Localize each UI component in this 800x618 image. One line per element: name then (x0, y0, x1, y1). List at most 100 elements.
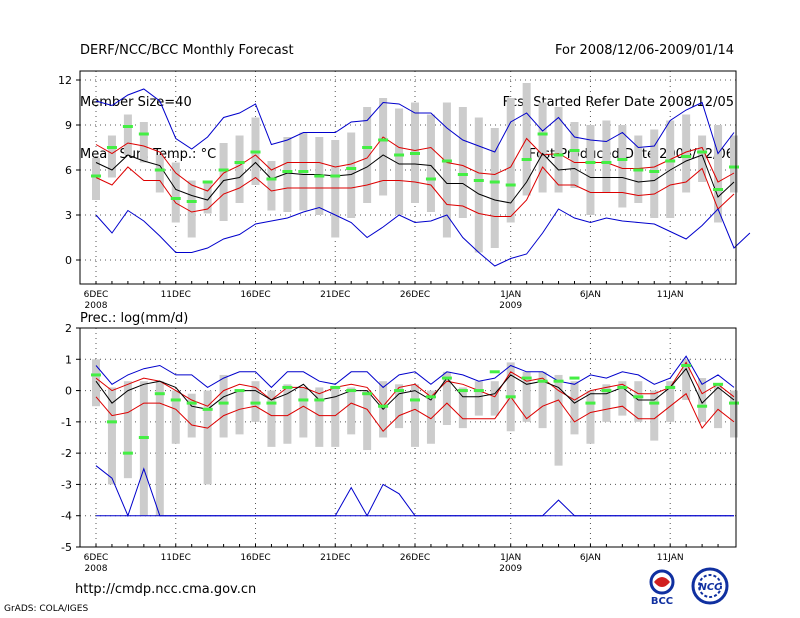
green-marker (378, 138, 389, 142)
green-marker (202, 407, 213, 411)
plot-frame (79, 327, 737, 548)
series-line-min (95, 206, 751, 267)
range-box (538, 102, 547, 193)
green-marker (266, 177, 277, 181)
green-marker (681, 364, 692, 368)
green-marker (154, 392, 165, 396)
green-marker (266, 401, 277, 405)
range-box (347, 387, 356, 435)
series-line-mean (95, 367, 735, 411)
range-box (123, 114, 132, 155)
x-tick-label: 16DEC (240, 553, 270, 563)
range-box (267, 161, 276, 211)
green-marker (537, 379, 548, 383)
range-box (474, 381, 483, 416)
range-box (442, 371, 451, 425)
green-marker (186, 200, 197, 203)
range-box (570, 122, 579, 188)
range-box (203, 182, 212, 214)
green-marker (170, 197, 181, 200)
y-tick-label: -1 (61, 416, 72, 429)
range-box (171, 390, 180, 444)
green-marker (394, 153, 405, 157)
series-line-mean (95, 152, 735, 204)
y-tick-label: 12 (58, 74, 72, 87)
range-box (187, 393, 196, 438)
green-marker (441, 159, 452, 163)
green-marker (665, 159, 676, 163)
green-marker (489, 180, 500, 184)
range-box (379, 98, 388, 196)
green-marker (170, 398, 181, 402)
green-marker (362, 146, 373, 149)
y-tick-label: -4 (61, 510, 72, 523)
green-marker (617, 158, 628, 161)
y-tick-label: 3 (65, 209, 72, 222)
range-box (411, 384, 419, 447)
green-marker (330, 385, 341, 389)
ncc-logo-text: NCC (698, 582, 722, 593)
series-line-upper (95, 136, 735, 192)
range-box (602, 384, 611, 422)
green-marker (633, 168, 644, 172)
range-box (634, 381, 643, 422)
series-line-max (95, 355, 735, 389)
green-marker (713, 382, 724, 386)
green-marker (250, 150, 261, 154)
range-box (682, 359, 691, 400)
green-marker (601, 161, 612, 164)
range-box (474, 117, 483, 253)
green-marker (362, 392, 373, 396)
range-box (426, 114, 435, 212)
green-marker (298, 170, 309, 173)
range-box (698, 135, 707, 182)
range-box (730, 135, 738, 193)
range-box (522, 371, 531, 422)
range-box (650, 129, 659, 218)
range-box (347, 132, 356, 218)
range-box (714, 384, 723, 429)
y-tick-label: -3 (61, 478, 72, 491)
range-box (251, 381, 260, 422)
green-marker (521, 158, 532, 161)
series-line-lower (95, 166, 735, 217)
green-marker (298, 398, 309, 402)
green-marker (649, 170, 660, 173)
green-marker (505, 395, 516, 399)
green-marker (346, 389, 357, 393)
x-tick-label: 6DEC (84, 553, 109, 563)
green-marker (234, 389, 245, 393)
green-marker (425, 177, 436, 181)
range-box (538, 371, 547, 429)
green-marker (441, 376, 452, 380)
series-line-upper (95, 361, 735, 407)
green-marker (91, 373, 101, 377)
range-box (618, 125, 627, 208)
green-marker (697, 404, 708, 408)
x-tick-label: 6DEC (84, 290, 109, 300)
x-tick-label: 11JAN (657, 553, 684, 563)
bcc-logo-text: BCC (651, 596, 673, 606)
range-box (331, 140, 340, 238)
range-box (107, 387, 116, 485)
x-tick-label: 26DEC (400, 553, 430, 563)
green-marker (218, 168, 229, 172)
green-marker (681, 155, 692, 158)
green-marker (697, 150, 708, 154)
range-box (554, 374, 563, 466)
green-marker (154, 168, 165, 172)
x-tick-label: 11DEC (161, 290, 191, 300)
range-box (490, 128, 499, 248)
range-box (123, 381, 132, 479)
source-url[interactable]: http://cmdp.ncc.cma.gov.cn (75, 582, 257, 597)
range-box (155, 381, 164, 516)
green-marker (521, 376, 532, 380)
chart-1: 0 3 6 9 12 6DEC 11DEC 16DEC 21DEC 26DEC 1JAN 6JAN 11… (58, 70, 751, 311)
x-year-label: 2009 (499, 564, 522, 574)
y-tick-label: -5 (61, 541, 72, 554)
green-marker (473, 179, 484, 182)
range-box (395, 384, 404, 429)
range-box (363, 390, 372, 451)
range-box (235, 390, 244, 435)
